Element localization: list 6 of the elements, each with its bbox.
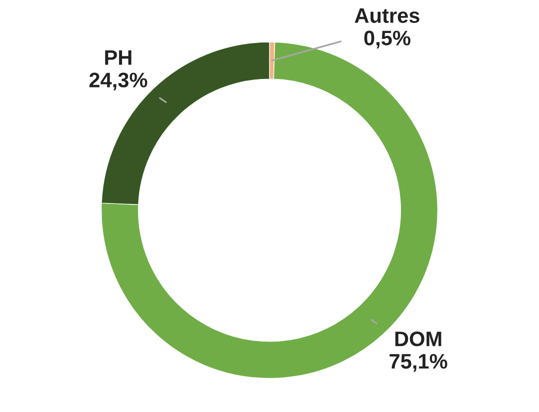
slice-label: PH: [105, 50, 132, 65]
slice-label: Autres: [354, 8, 420, 23]
data-label: 0,5%: [364, 30, 410, 48]
data-label: 75,1%: [390, 354, 448, 372]
slice-label: DOM: [395, 332, 442, 346]
data-label: 24,3%: [89, 72, 148, 90]
